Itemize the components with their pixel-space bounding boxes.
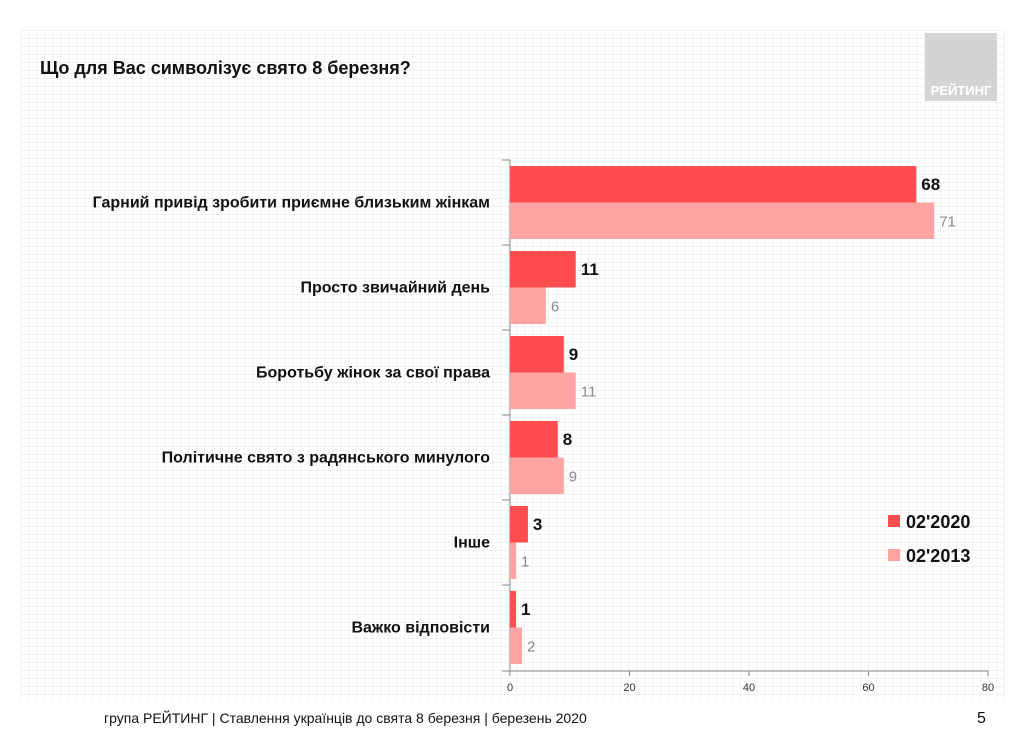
- data-label: 11: [581, 384, 597, 401]
- category-label: Гарний привід зробити приємне близьким ж…: [93, 195, 490, 212]
- legend-swatch: [888, 515, 900, 527]
- data-label: 11: [581, 260, 599, 279]
- data-label: 3: [533, 515, 542, 534]
- x-tick-label: 40: [743, 682, 755, 694]
- page-number: 5: [977, 710, 986, 727]
- data-label: 71: [939, 214, 956, 231]
- category-label: Боротьбу жінок за свої права: [256, 365, 490, 382]
- bar-02'2020: [510, 166, 917, 203]
- bar-02'2020: [510, 591, 516, 628]
- data-label: 8: [563, 430, 572, 449]
- data-label: 1: [521, 600, 530, 619]
- x-tick-label: 20: [623, 682, 635, 694]
- logo-text: РЕЙТИНГ: [930, 83, 992, 98]
- x-tick-label: 80: [982, 682, 994, 694]
- bar-02'2013: [510, 287, 546, 324]
- category-label: Політичне свято з радянського минулого: [162, 450, 491, 467]
- legend-label: 02'2013: [906, 546, 970, 566]
- data-label: 68: [921, 175, 940, 194]
- legend-swatch: [888, 549, 900, 561]
- bar-02'2013: [510, 457, 564, 494]
- category-label: Важко відповісти: [351, 620, 490, 637]
- data-label: 9: [569, 469, 577, 486]
- bar-02'2020: [510, 506, 528, 543]
- bar-02'2020: [510, 251, 576, 288]
- bar-02'2020: [510, 336, 564, 373]
- data-label: 2: [527, 639, 535, 656]
- x-tick-label: 0: [507, 682, 513, 694]
- data-label: 1: [521, 554, 529, 571]
- footer: група РЕЙТИНГ | Ставлення українців до с…: [104, 710, 587, 726]
- x-tick-label: 60: [862, 682, 874, 694]
- chart-title: Що для Вас символізує свято 8 березня?: [40, 58, 411, 78]
- logo: РЕЙТИНГ: [925, 33, 997, 101]
- data-label: 6: [551, 299, 559, 316]
- legend-label: 02'2020: [906, 512, 970, 532]
- category-label: Інше: [454, 535, 490, 552]
- bar-02'2020: [510, 421, 558, 458]
- bar-02'2013: [510, 542, 516, 579]
- bar-02'2013: [510, 202, 935, 239]
- bar-02'2013: [510, 372, 576, 409]
- data-label: 9: [569, 345, 578, 364]
- category-label: Просто звичайний день: [300, 280, 490, 297]
- bar-02'2013: [510, 627, 522, 664]
